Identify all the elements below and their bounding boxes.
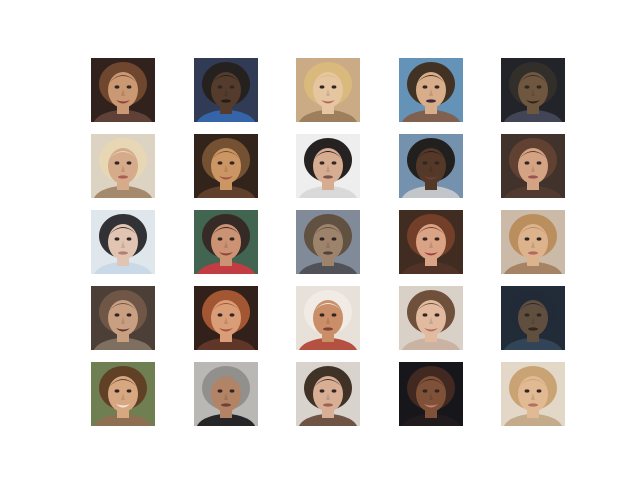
- face-thumbnail: [296, 210, 360, 274]
- face-thumbnail: [399, 210, 463, 274]
- face-thumbnail: [194, 286, 258, 350]
- face-thumbnail: [91, 362, 155, 426]
- face-thumbnail: [194, 58, 258, 122]
- face-thumbnail: [91, 286, 155, 350]
- face-thumbnail: [194, 362, 258, 426]
- face-thumbnail: [296, 286, 360, 350]
- face-thumbnail: [194, 134, 258, 198]
- face-thumbnail: [91, 210, 155, 274]
- face-thumbnail: [399, 362, 463, 426]
- face-thumbnail: [296, 362, 360, 426]
- face-thumbnail: [501, 362, 565, 426]
- face-thumbnail: [399, 134, 463, 198]
- face-thumbnail: [501, 210, 565, 274]
- face-thumbnail: [296, 134, 360, 198]
- face-thumbnail: [501, 58, 565, 122]
- face-thumbnail: [91, 134, 155, 198]
- face-thumbnail: [194, 210, 258, 274]
- face-thumbnail: [399, 58, 463, 122]
- face-thumbnail: [399, 286, 463, 350]
- face-thumbnail: [501, 134, 565, 198]
- face-thumbnail: [501, 286, 565, 350]
- face-thumbnail: [91, 58, 155, 122]
- face-thumbnail: [296, 58, 360, 122]
